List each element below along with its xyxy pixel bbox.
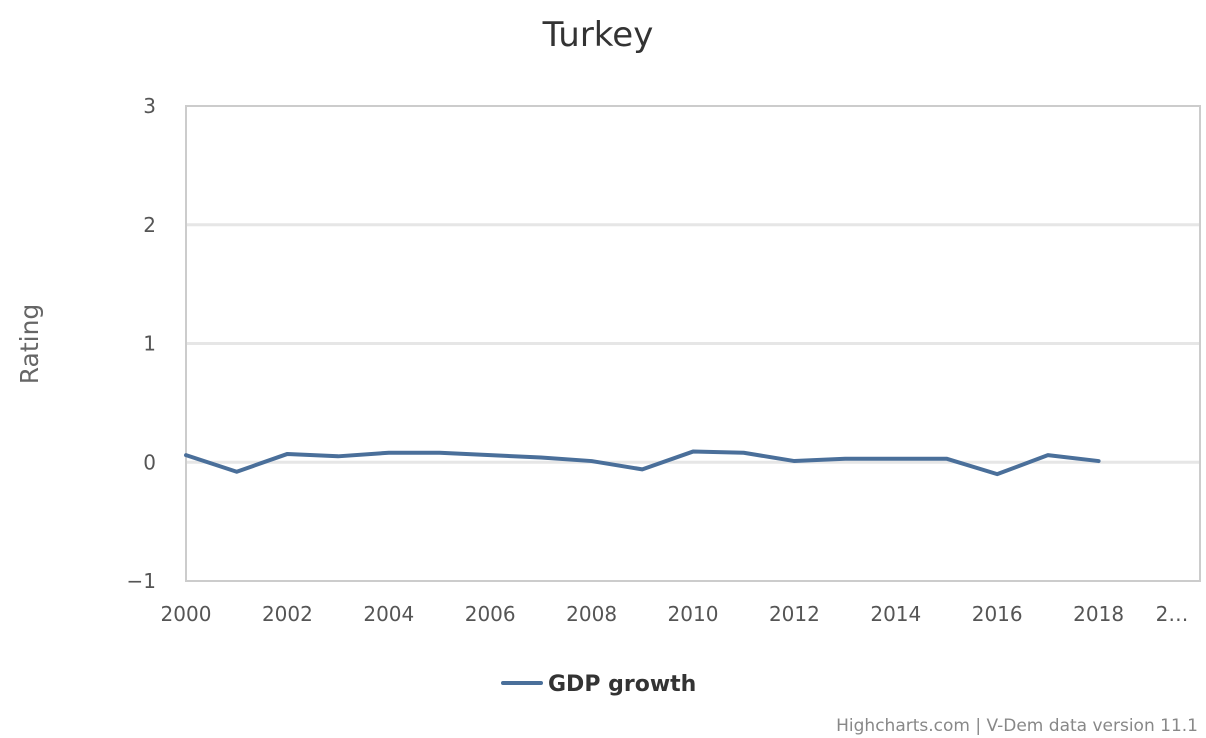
data-point[interactable]	[789, 456, 799, 466]
data-point[interactable]	[333, 451, 343, 461]
y-axis-title: Rating	[15, 304, 44, 385]
y-tick-label: 0	[143, 450, 156, 474]
y-tick-label: −1	[127, 569, 156, 593]
y-tick-labels: −1 0 1 2 3	[127, 94, 156, 593]
x-tick-label: 2008	[566, 602, 617, 626]
x-tick-label: 2014	[870, 602, 921, 626]
x-tick-label: 2012	[769, 602, 820, 626]
data-point[interactable]	[435, 448, 445, 458]
x-tick-label: 2004	[363, 602, 414, 626]
data-point[interactable]	[587, 456, 597, 466]
legend[interactable]: GDP growth	[501, 672, 696, 697]
data-point[interactable]	[181, 450, 191, 460]
data-point[interactable]	[536, 453, 546, 463]
chart-title: Turkey	[542, 15, 654, 55]
data-point[interactable]	[485, 450, 495, 460]
x-tick-label: 2006	[465, 602, 516, 626]
data-point[interactable]	[891, 454, 901, 464]
data-point[interactable]	[282, 449, 292, 459]
data-point[interactable]	[637, 464, 647, 474]
x-tick-labels: 2000 2002 2004 2006 2008 2010 2012 2014 2016 2018…	[161, 602, 1189, 626]
plot-area-border	[185, 105, 1201, 582]
data-point[interactable]	[840, 454, 850, 464]
x-tick-label: 2000	[161, 602, 212, 626]
data-point[interactable]	[232, 467, 242, 477]
data-point[interactable]	[1043, 450, 1053, 460]
y-tick-label: 3	[143, 94, 156, 118]
data-point[interactable]	[942, 454, 952, 464]
series-group	[181, 447, 1104, 479]
data-point[interactable]	[739, 448, 749, 458]
credits[interactable]: Highcharts.com | V-Dem data version 11.1	[836, 716, 1198, 736]
x-tick-label: 2010	[668, 602, 719, 626]
data-point[interactable]	[992, 469, 1002, 479]
x-tick-label: 2018	[1073, 602, 1124, 626]
data-point[interactable]	[1094, 456, 1104, 466]
x-tick-label: 2002	[262, 602, 313, 626]
x-tick-label: 2…	[1156, 602, 1189, 626]
y-tick-label: 2	[143, 213, 156, 237]
x-tick-label: 2016	[972, 602, 1023, 626]
data-point[interactable]	[384, 448, 394, 458]
series-line-gdp-growth[interactable]	[184, 449, 1101, 477]
legend-item-gdp-growth[interactable]: GDP growth	[548, 672, 696, 697]
grid-lines	[186, 223, 1200, 464]
y-tick-label: 1	[143, 332, 156, 356]
data-point[interactable]	[688, 447, 698, 457]
